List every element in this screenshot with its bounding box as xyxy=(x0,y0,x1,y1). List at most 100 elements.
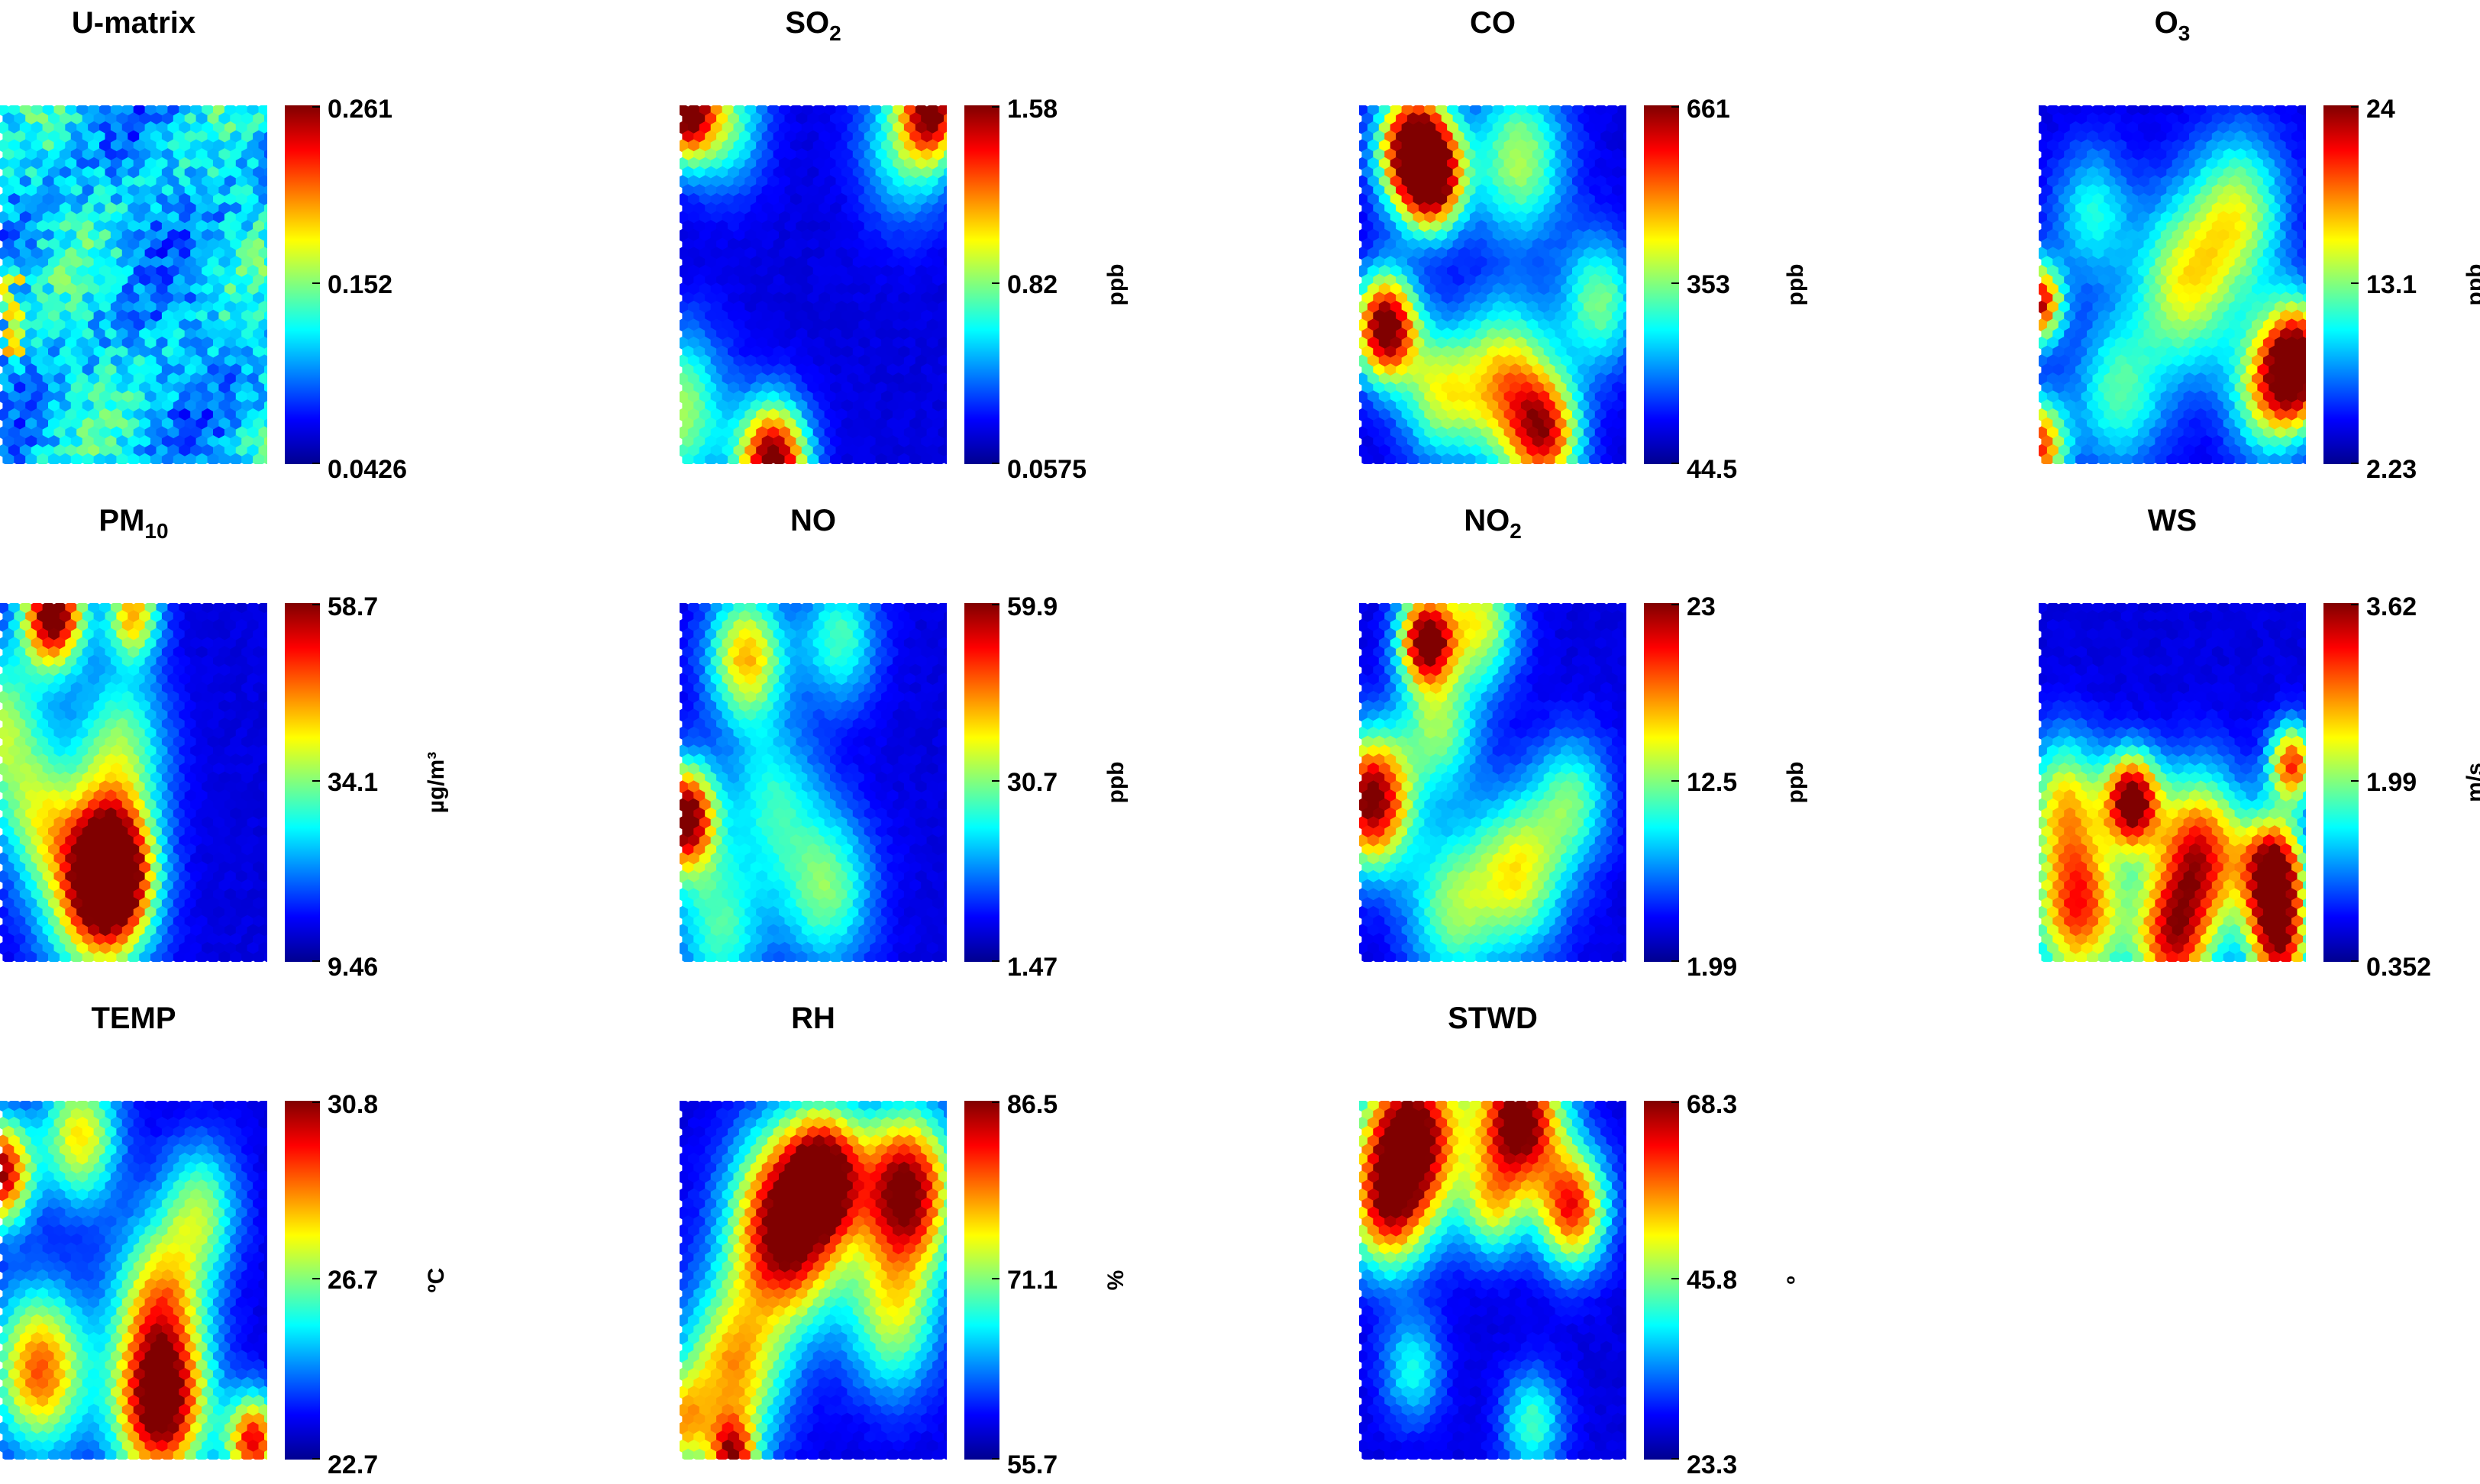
hex-cell xyxy=(65,726,77,740)
hex-cell xyxy=(2297,408,2306,421)
hex-cell xyxy=(728,363,740,377)
hex-cell xyxy=(852,292,865,305)
hex-cell xyxy=(42,228,54,242)
hex-cell xyxy=(184,861,197,875)
hex-cell xyxy=(830,435,842,449)
hex-cell xyxy=(1594,390,1607,404)
hex-cell xyxy=(218,718,231,731)
hex-cell xyxy=(14,753,26,767)
hex-cell xyxy=(835,247,848,260)
hex-cell xyxy=(133,690,146,704)
hex-cell xyxy=(1561,336,1573,350)
hex-cell xyxy=(202,282,214,296)
hex-cell xyxy=(70,825,83,839)
hex-cell xyxy=(2155,148,2167,162)
hex-cell xyxy=(76,354,89,368)
hex-cell xyxy=(1583,408,1596,421)
hex-cell xyxy=(761,130,774,144)
hex-cell xyxy=(48,112,60,126)
hex-cell xyxy=(1458,354,1471,368)
hex-cell xyxy=(1594,354,1607,368)
hex-cell xyxy=(110,762,123,776)
hex-cell xyxy=(128,453,140,464)
hex-cell xyxy=(82,879,95,892)
hex-cell xyxy=(716,184,728,198)
hex-cell xyxy=(893,408,905,421)
hex-cell xyxy=(59,453,72,464)
hex-cell xyxy=(190,228,202,242)
hex-cell xyxy=(70,256,83,269)
hex-cell xyxy=(2138,300,2150,314)
hex-cell xyxy=(76,156,89,170)
hex-cell xyxy=(870,408,882,421)
hex-cell xyxy=(796,309,808,323)
hex-cell xyxy=(161,950,174,962)
hex-cell xyxy=(1413,247,1425,260)
colorbar-tick-mark xyxy=(992,106,999,108)
hex-cell xyxy=(2172,264,2185,278)
hex-cell xyxy=(938,426,947,440)
hex-cell xyxy=(773,453,786,464)
hex-cell xyxy=(156,247,168,260)
hex-cell xyxy=(1401,156,1413,170)
hex-cell xyxy=(82,381,95,395)
hex-cell xyxy=(1401,300,1413,314)
hex-cell xyxy=(1492,139,1505,153)
hex-cell xyxy=(687,336,700,350)
hex-cell xyxy=(2064,130,2076,144)
hex-cell xyxy=(1515,444,1527,457)
hex-cell xyxy=(893,264,905,278)
hex-cell xyxy=(921,327,933,341)
hex-cell xyxy=(830,309,842,323)
hex-cell xyxy=(150,363,163,377)
hex-cell xyxy=(864,417,877,431)
hex-cell xyxy=(99,941,111,955)
hex-cell xyxy=(835,228,848,242)
hex-cell xyxy=(687,603,700,615)
hex-cell xyxy=(1469,318,1482,332)
hex-cell xyxy=(139,130,151,144)
hex-cell xyxy=(2120,202,2133,215)
hex-cell xyxy=(48,381,60,395)
hex-cell xyxy=(184,735,197,749)
hex-cell xyxy=(1435,192,1448,206)
hex-cell xyxy=(1572,300,1584,314)
hex-cell xyxy=(784,292,796,305)
hex-cell xyxy=(1390,408,1403,421)
hex-cell xyxy=(1515,336,1527,350)
hex-cell xyxy=(1561,175,1573,189)
hex-cell xyxy=(2200,292,2213,305)
hex-cell xyxy=(841,453,854,464)
hex-cell xyxy=(847,121,859,134)
hex-cell xyxy=(2303,293,2306,304)
hex-cell xyxy=(207,399,219,413)
hex-cell xyxy=(82,915,95,928)
hex-cell xyxy=(2046,192,2059,206)
hex-cell xyxy=(1367,175,1380,189)
hex-cell xyxy=(144,300,157,314)
hex-cell xyxy=(1361,381,1374,395)
hex-cell xyxy=(1384,237,1397,251)
hex-cell xyxy=(53,247,66,260)
hex-cell xyxy=(2211,399,2224,413)
hex-cell xyxy=(744,139,757,153)
hex-cell xyxy=(48,646,60,660)
hex-cell xyxy=(230,699,242,713)
hex-cell xyxy=(184,950,197,962)
hex-cell xyxy=(819,148,831,162)
hex-cell xyxy=(756,300,768,314)
hex-cell xyxy=(1384,381,1397,395)
hex-cell xyxy=(121,905,134,919)
hex-cell xyxy=(926,211,939,224)
hex-cell xyxy=(886,435,899,449)
hex-cell xyxy=(2092,156,2104,170)
hex-cell xyxy=(2041,363,2053,377)
hex-cell xyxy=(218,897,231,911)
hex-cell xyxy=(1378,372,1391,386)
hex-cell xyxy=(2126,282,2139,296)
hex-cell xyxy=(2046,156,2059,170)
hex-cell xyxy=(2303,347,2306,357)
hex-cell xyxy=(65,762,77,776)
hex-cell xyxy=(875,309,888,323)
hex-cell xyxy=(852,237,865,251)
